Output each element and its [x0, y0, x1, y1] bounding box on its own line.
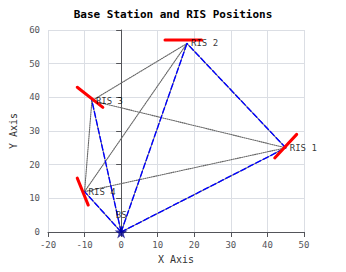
- svg-text:RIS 1: RIS 1: [290, 143, 317, 153]
- svg-text:X Axis: X Axis: [158, 254, 194, 265]
- svg-text:-20: -20: [40, 240, 56, 250]
- svg-text:60: 60: [29, 25, 40, 35]
- svg-text:20: 20: [189, 240, 200, 250]
- svg-text:Base Station and RIS Positions: Base Station and RIS Positions: [74, 8, 273, 21]
- svg-text:RIS 4: RIS 4: [89, 187, 116, 197]
- svg-text:50: 50: [299, 240, 310, 250]
- svg-text:Y Axis: Y Axis: [8, 113, 19, 149]
- svg-text:10: 10: [29, 193, 40, 203]
- svg-text:10: 10: [152, 240, 163, 250]
- svg-text:30: 30: [29, 126, 40, 136]
- svg-text:RIS 2: RIS 2: [191, 38, 218, 48]
- svg-text:40: 40: [262, 240, 273, 250]
- svg-text:BS: BS: [116, 210, 127, 220]
- svg-text:20: 20: [29, 160, 40, 170]
- svg-text:50: 50: [29, 59, 40, 69]
- svg-text:RIS 3: RIS 3: [96, 96, 123, 106]
- svg-text:40: 40: [29, 92, 40, 102]
- svg-text:30: 30: [225, 240, 236, 250]
- svg-text:0: 0: [118, 240, 123, 250]
- svg-text:-10: -10: [76, 240, 92, 250]
- svg-text:0: 0: [35, 227, 40, 237]
